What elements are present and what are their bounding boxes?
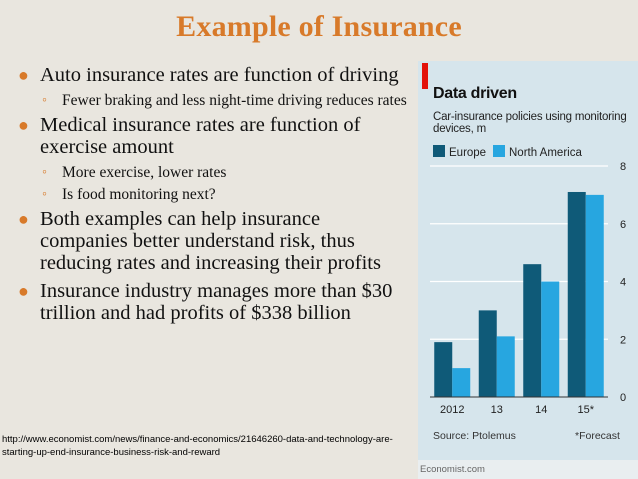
bar-europe (567, 191, 586, 397)
bullet-dot-icon: ● (18, 281, 29, 301)
legend-label: Europe (449, 147, 487, 159)
y-tick-label: 6 (620, 219, 626, 231)
sub-bullet-item: ◦ Is food monitoring next? (14, 186, 409, 204)
sub-bullet-item: ◦ More exercise, lower rates (14, 164, 409, 182)
sub-bullet-text: Fewer braking and less night-time drivin… (62, 92, 407, 109)
sub-bullet-ring-icon: ◦ (42, 187, 47, 202)
sub-bullet-item: ◦ Fewer braking and less night-time driv… (14, 92, 409, 110)
bar-europe (478, 310, 497, 397)
x-tick-label: 2012 (440, 404, 464, 416)
x-tick-label: 13 (491, 404, 503, 416)
legend-swatch-north-america (493, 145, 505, 157)
economist-red-tag (422, 63, 428, 89)
bullet-list: ● Auto insurance rates are function of d… (14, 64, 409, 330)
y-tick-label: 0 (620, 392, 626, 404)
bullet-item: ● Both examples can help insurance compa… (14, 208, 409, 274)
chart-subtitle: Car-insurance policies using monitoring … (433, 111, 627, 135)
legend-swatch-europe (433, 145, 445, 157)
sub-bullet-text: More exercise, lower rates (62, 164, 227, 181)
bullet-text: Insurance industry manages more than $30… (40, 280, 393, 324)
y-tick-label: 8 (620, 161, 626, 173)
bar-north-america (452, 368, 471, 397)
bar-europe (523, 264, 542, 397)
bullet-item: ● Insurance industry manages more than $… (14, 280, 409, 324)
bar-north-america (541, 281, 560, 397)
chart-panel: Data driven Car-insurance policies using… (418, 61, 638, 479)
bar-europe (434, 342, 453, 397)
y-tick-label: 4 (620, 277, 626, 289)
bar-chart: 0 2 4 6 8 2012 13 14 15* (430, 161, 626, 416)
bar-north-america (585, 194, 604, 397)
source-link[interactable]: http://www.economist.com/news/finance-an… (2, 434, 393, 458)
bullet-text: Auto insurance rates are function of dri… (40, 64, 399, 86)
forecast-note: *Forecast (575, 430, 620, 442)
x-tick-label: 14 (535, 404, 547, 416)
bullet-item: ● Auto insurance rates are function of d… (14, 64, 409, 86)
sub-bullet-ring-icon: ◦ (42, 93, 47, 108)
bullet-dot-icon: ● (18, 209, 29, 229)
bullet-item: ● Medical insurance rates are function o… (14, 114, 409, 158)
slide-title: Example of Insurance (176, 10, 462, 43)
credit-bar: Economist.com (418, 460, 638, 479)
sub-bullet-ring-icon: ◦ (42, 165, 47, 180)
y-tick-label: 2 (620, 334, 626, 346)
bullet-text: Both examples can help insurance compani… (40, 208, 381, 274)
bullet-dot-icon: ● (18, 115, 29, 135)
legend-europe: Europe (433, 145, 486, 159)
chart-title: Data driven (433, 85, 517, 102)
bullet-dot-icon: ● (18, 65, 29, 85)
x-tick-label: 15* (577, 404, 594, 416)
legend-label: North America (509, 147, 582, 159)
sub-bullet-text: Is food monitoring next? (62, 186, 216, 203)
legend-north-america: North America (493, 145, 582, 159)
chart-source: Source: Ptolemus (433, 430, 516, 442)
bullet-text: Medical insurance rates are function of … (40, 114, 361, 158)
credit-label: Economist.com (420, 464, 485, 475)
bar-north-america (496, 336, 515, 397)
